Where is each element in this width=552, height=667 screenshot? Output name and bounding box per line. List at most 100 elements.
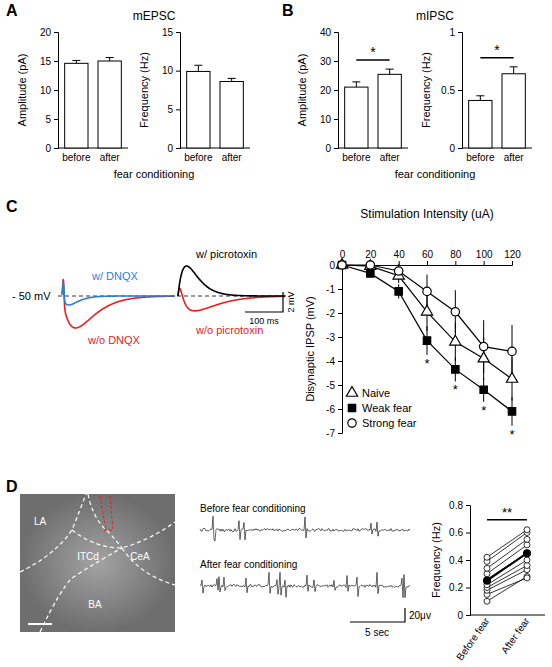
tick-mark bbox=[54, 32, 58, 33]
bar bbox=[220, 81, 243, 148]
axis: 051015 bbox=[162, 27, 181, 154]
plot-area bbox=[345, 69, 402, 148]
tick: 0.6 bbox=[449, 527, 470, 538]
plot-area bbox=[65, 58, 122, 148]
tick-mark bbox=[458, 90, 462, 91]
marker bbox=[478, 352, 489, 362]
region-label: BA bbox=[88, 599, 102, 610]
axis: 05101520 bbox=[40, 27, 59, 154]
tick: 0.2 bbox=[449, 582, 470, 593]
significance: * bbox=[494, 42, 500, 58]
tick-label: 100 bbox=[476, 249, 493, 260]
tick-label: 0 bbox=[45, 143, 51, 154]
plot-area bbox=[469, 67, 526, 148]
axis-title: fear conditioning bbox=[395, 168, 476, 180]
panel-letter: D bbox=[6, 478, 18, 495]
tick-label: -3 bbox=[326, 332, 335, 343]
significance: * bbox=[453, 382, 458, 397]
tick: before bbox=[62, 152, 91, 163]
bar-chart: 051015beforeafterFrequency (Hz) bbox=[138, 27, 250, 163]
tick-label: before bbox=[62, 152, 91, 163]
tick-label: 80 bbox=[450, 249, 462, 260]
line-chart: 0204060801001200-1-2-3-4-5-6-7Stimulatio… bbox=[304, 207, 521, 442]
significance: * bbox=[509, 427, 514, 442]
error-bar bbox=[510, 67, 518, 74]
axis-title: Amplitude (pA) bbox=[296, 54, 308, 127]
tick-mark bbox=[484, 261, 485, 265]
trace-label: w/o DNQX bbox=[87, 334, 141, 346]
marker bbox=[508, 347, 516, 355]
plot-area bbox=[187, 65, 244, 148]
tick: 20 bbox=[320, 85, 338, 96]
tick-mark bbox=[334, 32, 338, 33]
tick: 10 bbox=[162, 65, 180, 76]
marker bbox=[479, 342, 487, 350]
tick-mark bbox=[334, 61, 338, 62]
plot-area bbox=[483, 527, 531, 605]
figure: 05101520beforeafterAmplitude (pA)mEPSCfe… bbox=[0, 0, 552, 667]
tick: before bbox=[184, 152, 213, 163]
marker bbox=[450, 335, 461, 345]
tick-label: 0.2 bbox=[449, 582, 463, 593]
tick-mark bbox=[338, 409, 342, 410]
axis: Before fearAfter fear bbox=[454, 615, 545, 662]
marker bbox=[423, 287, 431, 295]
axis-line bbox=[458, 33, 463, 149]
trace-panel: - 50 mVw/ DNQXw/o DNQXw/ picrotoxinw/o p… bbox=[12, 248, 296, 346]
bar-chart: 05101520beforeafterAmplitude (pA)mEPSCfe… bbox=[16, 9, 194, 180]
tick-label: before bbox=[184, 152, 213, 163]
axis-line bbox=[54, 33, 59, 149]
scale-bar-label: 2 mV bbox=[286, 291, 296, 312]
legend: NaiveWeak fearStrong fear bbox=[346, 386, 416, 429]
tick-mark bbox=[334, 90, 338, 91]
tick: 0 bbox=[167, 143, 180, 154]
trace-label: w/ DNQX bbox=[91, 270, 139, 282]
tick-label: 1 bbox=[449, 27, 455, 38]
bar bbox=[187, 71, 210, 148]
tick-label: 20 bbox=[365, 249, 377, 260]
significance: * bbox=[370, 44, 376, 60]
point bbox=[524, 527, 530, 533]
tick-label: before bbox=[342, 152, 371, 163]
tick-label: 0 bbox=[457, 610, 463, 621]
tick: 1 bbox=[449, 27, 462, 38]
axis-line bbox=[334, 33, 339, 149]
point bbox=[484, 554, 490, 560]
region-boundary bbox=[72, 522, 175, 548]
axis-line bbox=[338, 266, 343, 434]
trace-illustration bbox=[62, 279, 175, 328]
tick: 0 bbox=[457, 610, 470, 621]
tick-label: 5 bbox=[167, 104, 173, 115]
tick-label: 30 bbox=[320, 56, 332, 67]
tick: -7 bbox=[326, 428, 342, 439]
tick-mark bbox=[338, 337, 342, 338]
significance: * bbox=[481, 403, 486, 418]
tick-label: before bbox=[466, 152, 495, 163]
tick-mark bbox=[338, 385, 342, 386]
tick-label: 0.8 bbox=[449, 500, 463, 511]
marker bbox=[508, 408, 515, 415]
tick: after bbox=[100, 152, 121, 163]
axis: beforeafter bbox=[180, 148, 250, 163]
axis: 0 0.2 0.4 0.6 0.8 bbox=[449, 500, 470, 621]
series-line bbox=[342, 265, 512, 411]
marker bbox=[336, 258, 347, 268]
tick: 0 bbox=[449, 143, 462, 154]
legend-marker bbox=[348, 404, 355, 411]
region-boundary bbox=[88, 494, 122, 548]
axis-title: Disynaptic IPSP (mV) bbox=[304, 296, 316, 402]
tick-label: 20 bbox=[40, 27, 52, 38]
tick-label: 0.4 bbox=[449, 555, 463, 566]
bar bbox=[378, 74, 401, 148]
axis-line bbox=[176, 33, 181, 149]
marker bbox=[451, 308, 459, 316]
region-boundary bbox=[122, 548, 175, 585]
bar bbox=[98, 61, 121, 148]
marker bbox=[452, 366, 459, 373]
axis-title: Frequency (Hz) bbox=[420, 52, 432, 128]
error-bar bbox=[476, 96, 484, 101]
panel-letter: C bbox=[6, 198, 18, 215]
marker bbox=[480, 386, 487, 393]
panel-letter: B bbox=[282, 2, 294, 19]
tick-label: 0 bbox=[325, 143, 331, 154]
